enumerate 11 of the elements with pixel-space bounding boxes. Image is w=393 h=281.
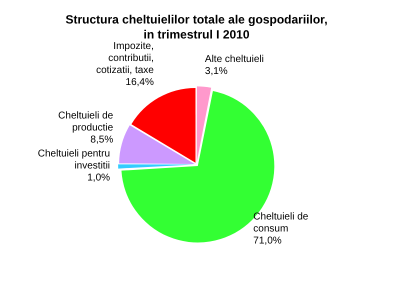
slice-label: Cheltuieli de consum xyxy=(253,211,309,234)
slice-label: Cheltuieli de productie xyxy=(58,110,114,134)
chart-title: Structura cheltuielilor totale ale gospodariilor, in trimestrul I 2010 xyxy=(65,12,328,42)
data-label: 16,4% xyxy=(126,76,154,88)
slice-label: Alte cheltuieli xyxy=(204,54,264,66)
slice-label: Cheltuieli pentru investitii xyxy=(38,148,110,172)
slice-label: Impozite, contributii, cotizatii, taxe xyxy=(96,40,154,76)
data-label: 1,0% xyxy=(87,172,110,184)
data-label: 3,1% xyxy=(204,66,228,78)
data-label: 8,5% xyxy=(90,134,114,146)
data-label: 71,0% xyxy=(253,235,282,246)
